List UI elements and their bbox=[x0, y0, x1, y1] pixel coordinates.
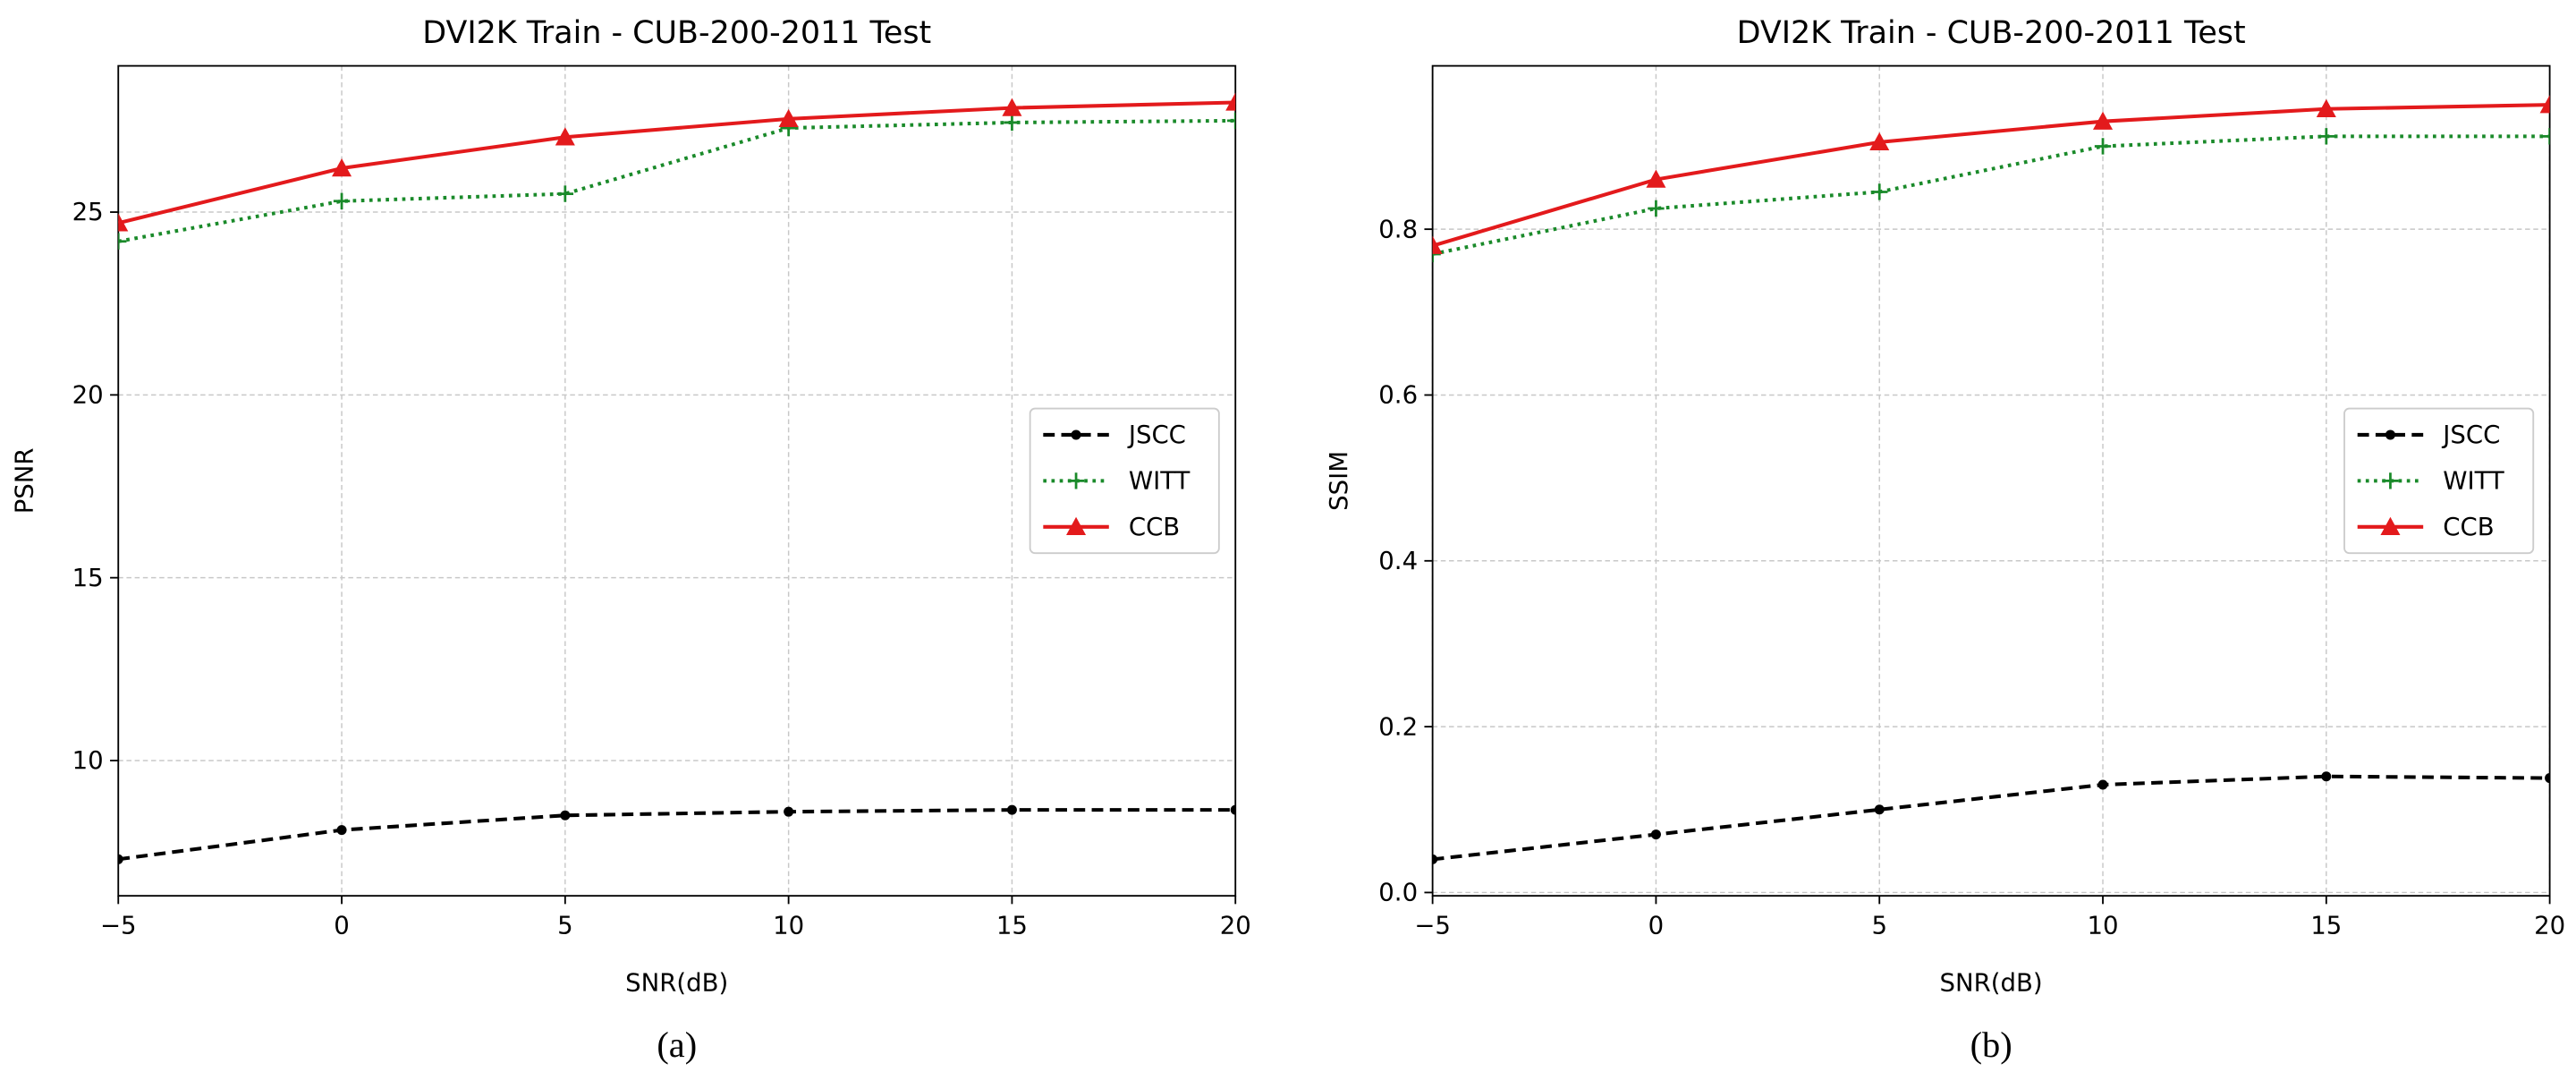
data-point bbox=[1432, 245, 1441, 263]
chart-title: DVI2K Train - CUB-200-2011 Test bbox=[422, 15, 931, 51]
x-tick-label: 15 bbox=[996, 911, 1028, 940]
x-tick-label: 20 bbox=[2534, 911, 2565, 940]
plot-area bbox=[1432, 95, 2550, 864]
legend-label: WITT bbox=[2443, 467, 2504, 496]
data-point bbox=[560, 810, 571, 821]
legend-label: CCB bbox=[1129, 513, 1180, 541]
y-tick-label: 25 bbox=[72, 198, 104, 226]
y-tick-label: 10 bbox=[72, 746, 104, 775]
y-tick-label: 20 bbox=[72, 381, 104, 410]
y-axis-label: SSIM bbox=[1325, 451, 1353, 511]
chart: DVI2K Train - CUB-200-2011 Test 0.0 0.2 0.4… bbox=[1325, 15, 2565, 1065]
legend-marker bbox=[1071, 429, 1081, 440]
x-tick-label: 0 bbox=[334, 911, 350, 940]
legend-marker bbox=[1067, 472, 1085, 489]
y-tick-label: 0.2 bbox=[1378, 712, 1418, 741]
legend-label: JSCC bbox=[1127, 421, 1186, 449]
x-axis-label: SNR(dB) bbox=[625, 969, 728, 998]
plot-frame bbox=[1431, 64, 2551, 897]
data-point bbox=[1650, 829, 1661, 840]
series-line bbox=[1432, 774, 2550, 862]
x-tick-label: 20 bbox=[1220, 911, 1251, 940]
y-tick-label: 0.8 bbox=[1378, 215, 1418, 243]
data-point bbox=[778, 108, 799, 128]
plot-frame bbox=[117, 64, 1237, 897]
data-point bbox=[1648, 200, 1665, 217]
x-tick-label: 10 bbox=[2087, 911, 2118, 940]
legend-marker bbox=[2385, 429, 2395, 440]
data-point bbox=[118, 854, 123, 864]
x-axis-label: SNR(dB) bbox=[1940, 969, 2043, 998]
plot-area bbox=[118, 92, 1236, 864]
data-point bbox=[1227, 112, 1236, 130]
x-tick-label: 0 bbox=[1648, 911, 1665, 940]
data-point bbox=[2316, 98, 2336, 117]
series-line bbox=[118, 100, 1236, 225]
data-point bbox=[556, 185, 574, 202]
x-tick-label: −5 bbox=[1414, 911, 1451, 940]
data-point bbox=[1004, 114, 1021, 132]
caption: (b) bbox=[1970, 1025, 2012, 1065]
data-point bbox=[1874, 804, 1885, 815]
data-point bbox=[1006, 804, 1017, 815]
data-point bbox=[1869, 132, 1890, 151]
legend: JSCC WITT CCB bbox=[1029, 407, 1220, 555]
legend-marker bbox=[2382, 472, 2399, 489]
series-line bbox=[1432, 103, 2550, 248]
y-tick-label: 15 bbox=[72, 564, 104, 592]
data-point bbox=[2093, 111, 2114, 130]
y-axis-label: PSNR bbox=[11, 447, 39, 514]
series-line bbox=[1432, 134, 2550, 256]
data-point bbox=[2321, 771, 2332, 782]
data-point bbox=[2539, 95, 2550, 114]
legend: JSCC WITT CCB bbox=[2343, 407, 2535, 555]
data-point bbox=[2318, 128, 2334, 145]
legend-label: JSCC bbox=[2441, 421, 2500, 449]
data-point bbox=[2097, 779, 2108, 790]
data-point bbox=[2094, 138, 2112, 155]
data-point bbox=[1432, 235, 1443, 254]
x-tick-label: 15 bbox=[2310, 911, 2342, 940]
x-tick-label: 10 bbox=[773, 911, 804, 940]
data-point bbox=[2545, 773, 2550, 784]
series-line bbox=[118, 808, 1236, 862]
legend-marker bbox=[2380, 516, 2401, 535]
x-tick-label: 5 bbox=[1871, 911, 1887, 940]
data-point bbox=[118, 233, 127, 250]
data-point bbox=[332, 157, 352, 177]
legend-box bbox=[1029, 407, 1220, 555]
legend-label: CCB bbox=[2443, 513, 2494, 541]
data-point bbox=[1002, 98, 1022, 116]
data-point bbox=[555, 127, 575, 146]
chart-title: DVI2K Train - CUB-200-2011 Test bbox=[1737, 15, 2246, 51]
x-tick-label: −5 bbox=[100, 911, 137, 940]
x-tick-label: 5 bbox=[557, 911, 573, 940]
data-point bbox=[333, 192, 351, 209]
legend-box bbox=[2343, 407, 2535, 555]
data-point bbox=[118, 213, 129, 232]
caption: (a) bbox=[657, 1025, 697, 1065]
data-point bbox=[1646, 169, 1666, 188]
data-point bbox=[336, 825, 347, 836]
data-point bbox=[1225, 92, 1236, 111]
legend-label: WITT bbox=[1129, 467, 1191, 496]
data-point bbox=[1432, 854, 1438, 864]
data-point bbox=[1230, 804, 1236, 815]
data-point bbox=[2541, 128, 2550, 145]
y-tick-label: 0.6 bbox=[1378, 381, 1418, 410]
chart: DVI2K Train - CUB-200-2011 Test 10 15 20 25 −… bbox=[11, 15, 1251, 1065]
series-line bbox=[118, 118, 1236, 243]
y-tick-label: 0.0 bbox=[1378, 879, 1418, 907]
y-tick-label: 0.4 bbox=[1378, 547, 1418, 575]
legend-marker bbox=[1066, 516, 1087, 535]
data-point bbox=[784, 806, 794, 817]
data-point bbox=[1871, 183, 1888, 200]
